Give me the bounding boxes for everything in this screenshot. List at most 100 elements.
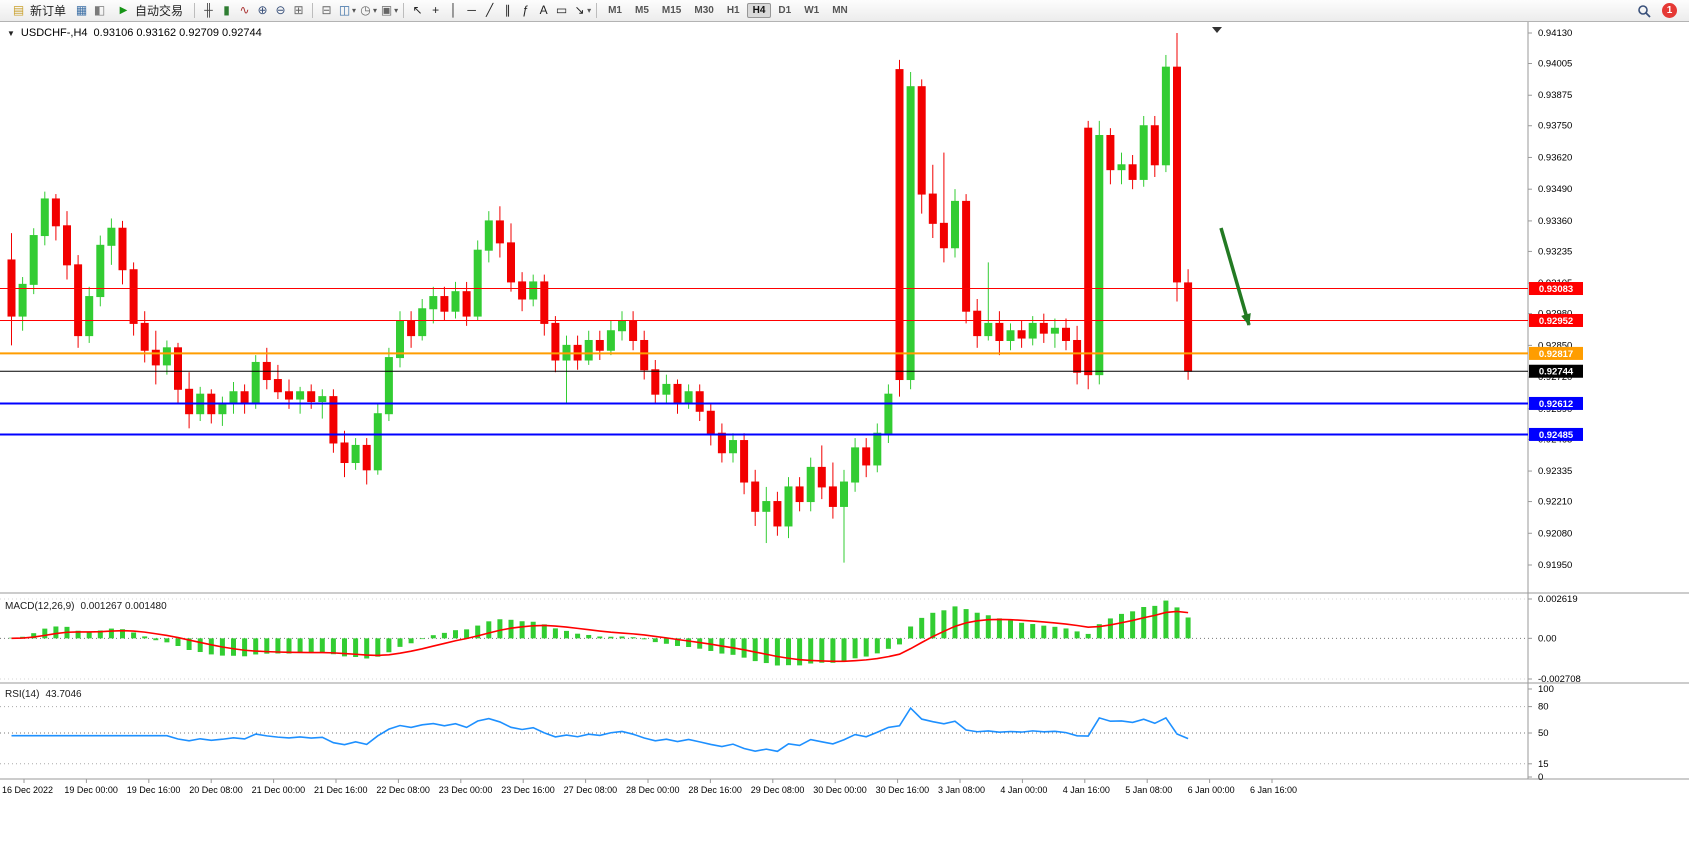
rsi-axis-label: 15 xyxy=(1538,759,1549,770)
vertical-line-tool-icon[interactable]: │ xyxy=(449,3,458,17)
x-axis-label: 5 Jan 08:00 xyxy=(1125,785,1172,795)
timeframe-button-mn[interactable]: MN xyxy=(826,3,854,18)
rsi-value: 43.7046 xyxy=(45,689,82,700)
macd-histogram xyxy=(9,600,1191,666)
search-icon[interactable] xyxy=(1637,4,1651,18)
price-axis-label: 0.94130 xyxy=(1538,28,1572,39)
macd-axis-label: 0.00 xyxy=(1538,633,1557,644)
toolbar-separator xyxy=(596,3,598,18)
timeframe-button-m30[interactable]: M30 xyxy=(688,3,719,18)
zoom-out-icon[interactable]: ⊖ xyxy=(275,3,286,17)
macd-name: MACD(12,26,9) xyxy=(5,601,75,612)
label-tool-icon[interactable]: ▭ xyxy=(555,3,568,17)
chart-properties-icon[interactable]: ▣ xyxy=(380,3,393,17)
tile-windows-icon[interactable]: ⊞ xyxy=(293,3,304,17)
market-watch-icon[interactable]: ◧ xyxy=(93,3,106,17)
rsi-axis-label: 0 xyxy=(1538,772,1543,783)
chart-window: 0.94130 0.94005 0.93875 0.93750 0.93620 0.934… xyxy=(0,22,1689,862)
toolbar-separator xyxy=(403,3,405,18)
new-order-button[interactable]: ▤ 新订单 xyxy=(4,0,72,21)
new-chart-dropdown-icon[interactable]: ▾ xyxy=(352,6,357,15)
macd-axis-label: -0.002708 xyxy=(1538,674,1581,685)
toolbar-separator xyxy=(194,3,196,18)
candles-series xyxy=(7,33,1193,563)
price-badge-label: 0.92744 xyxy=(1539,367,1574,378)
channel-tool-icon[interactable]: ∥ xyxy=(504,3,511,17)
arrange-windows-icon[interactable]: ⊟ xyxy=(321,3,332,17)
trendline-tool-icon[interactable]: ╱ xyxy=(485,3,494,17)
price-badge-label: 0.92952 xyxy=(1539,316,1573,327)
arrows-dropdown-icon[interactable]: ▾ xyxy=(587,6,592,15)
crosshair-icon[interactable]: + xyxy=(432,3,440,17)
chart-canvas[interactable]: 0.94130 0.94005 0.93875 0.93750 0.93620 0.934… xyxy=(0,22,1689,862)
macd-values: 0.001267 0.001480 xyxy=(80,601,167,612)
timeframe-button-h4[interactable]: H4 xyxy=(746,3,772,18)
chart-shift-marker[interactable] xyxy=(1212,27,1222,33)
candlestick-mode-icon[interactable]: ▮ xyxy=(223,3,230,17)
chart-symbol-label: USDCHF-,H4 xyxy=(20,27,88,39)
profiles-dropdown-icon[interactable]: ▾ xyxy=(373,6,378,15)
new-order-label: 新订单 xyxy=(30,4,67,18)
toolbar-separator xyxy=(312,3,314,18)
macd-indicator-label: MACD(12,26,9) 0.001267 0.001480 xyxy=(5,601,167,612)
ohlc-readout: ▼ USDCHF-,H4 0.93106 0.93162 0.92709 0.9… xyxy=(7,27,262,39)
x-axis-label: 21 Dec 16:00 xyxy=(314,785,368,795)
cursor-icon[interactable]: ↖ xyxy=(412,3,423,17)
profiles-icon[interactable]: ◷ xyxy=(360,3,371,17)
x-axis-label: 30 Dec 16:00 xyxy=(876,785,930,795)
text-tool-icon[interactable]: A xyxy=(539,3,548,17)
new-order-icon: ▤ xyxy=(12,3,25,17)
x-axis-label: 28 Dec 00:00 xyxy=(626,785,680,795)
zoom-in-icon[interactable]: ⊕ xyxy=(257,3,268,17)
rsi-axis-label: 50 xyxy=(1538,728,1549,739)
timeframe-button-m15[interactable]: M15 xyxy=(656,3,687,18)
x-axis-label: 4 Jan 16:00 xyxy=(1063,785,1110,795)
price-axis-label: 0.93750 xyxy=(1538,121,1572,132)
chart-ohlc-values: 0.93106 0.93162 0.92709 0.92744 xyxy=(93,27,262,39)
trend-arrow-annotation[interactable] xyxy=(1219,227,1251,326)
timeframe-button-d1[interactable]: D1 xyxy=(772,3,797,18)
horizontal-line-tool-icon[interactable]: ─ xyxy=(467,3,476,17)
price-badge xyxy=(1529,364,1583,378)
x-axis-label: 20 Dec 08:00 xyxy=(189,785,243,795)
line-chart-mode-icon[interactable]: ∿ xyxy=(239,3,250,17)
price-axis-label: 0.93490 xyxy=(1538,184,1572,195)
x-axis-label: 27 Dec 08:00 xyxy=(564,785,618,795)
x-axis-label: 22 Dec 08:00 xyxy=(376,785,430,795)
rsi-axis-label: 80 xyxy=(1538,702,1549,713)
x-axis-label: 19 Dec 00:00 xyxy=(64,785,118,795)
price-axis-label: 0.91950 xyxy=(1538,560,1572,571)
price-axis-label: 0.93620 xyxy=(1538,152,1572,163)
chart-properties-dropdown-icon[interactable]: ▾ xyxy=(394,6,399,15)
price-badge xyxy=(1529,313,1583,327)
x-axis-label: 29 Dec 08:00 xyxy=(751,785,805,795)
rsi-axis-label: 100 xyxy=(1538,684,1554,695)
price-badge xyxy=(1529,396,1583,410)
one-click-collapse-icon[interactable]: ▼ xyxy=(7,28,15,38)
notification-badge[interactable]: 1 xyxy=(1662,3,1677,18)
timeframe-button-w1[interactable]: W1 xyxy=(798,3,825,18)
price-axis-label: 0.92080 xyxy=(1538,528,1572,539)
price-badge xyxy=(1529,282,1583,296)
timeframe-button-m5[interactable]: M5 xyxy=(629,3,655,18)
charts-window-icon[interactable]: ▦ xyxy=(75,3,88,17)
x-axis-label: 3 Jan 08:00 xyxy=(938,785,985,795)
timeframe-button-h1[interactable]: H1 xyxy=(721,3,746,18)
auto-trading-label: 自动交易 xyxy=(135,4,184,18)
arrows-tool-icon[interactable]: ↘ xyxy=(574,3,585,17)
rsi-indicator-label: RSI(14) 43.7046 xyxy=(5,689,82,700)
price-badge-label: 0.92612 xyxy=(1539,399,1573,410)
rsi-line xyxy=(11,706,1189,753)
x-axis-label: 19 Dec 16:00 xyxy=(127,785,181,795)
price-badge-label: 0.93083 xyxy=(1539,284,1573,295)
fibonacci-tool-icon[interactable]: ƒ xyxy=(522,3,529,17)
price-axis-label: 0.94005 xyxy=(1538,59,1572,70)
price-axis-label: 0.93360 xyxy=(1538,216,1572,227)
macd-signal-line xyxy=(11,610,1189,663)
new-chart-icon[interactable]: ◫ xyxy=(338,3,351,17)
bar-chart-mode-icon[interactable]: ╫ xyxy=(204,3,213,17)
x-axis-label: 6 Jan 00:00 xyxy=(1188,785,1235,795)
auto-trading-button[interactable]: ▶ 自动交易 xyxy=(109,0,189,21)
x-axis-label: 28 Dec 16:00 xyxy=(688,785,742,795)
timeframe-button-m1[interactable]: M1 xyxy=(602,3,628,18)
